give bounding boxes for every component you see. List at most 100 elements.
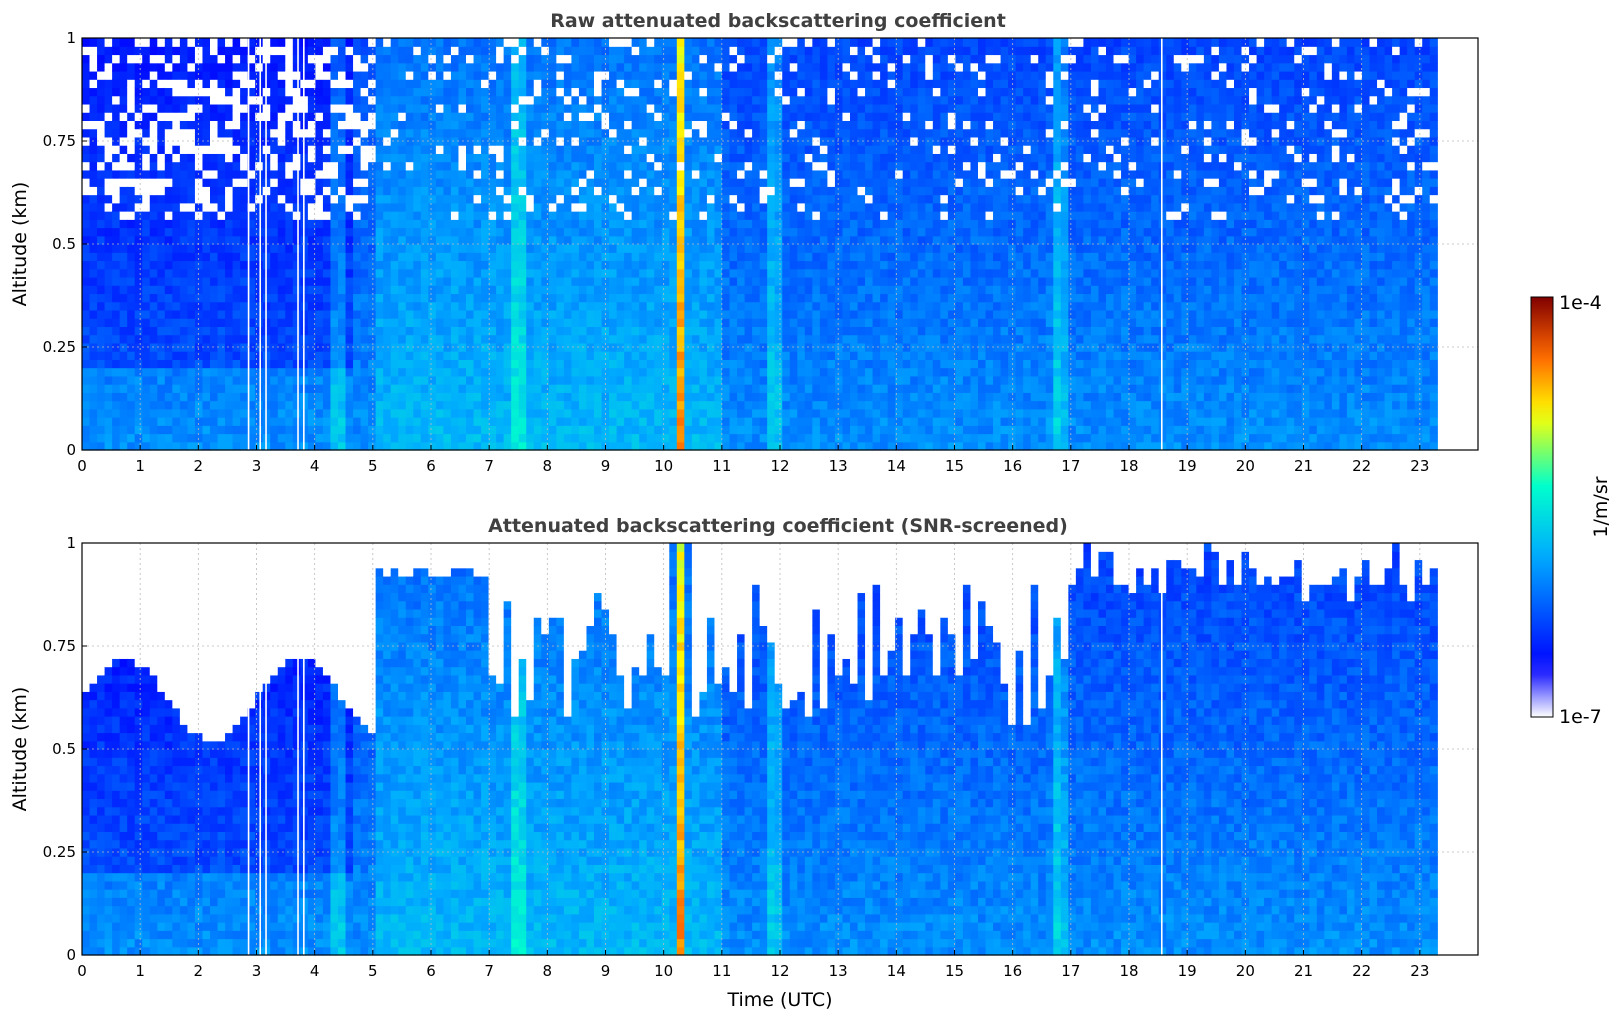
heatmap-cell xyxy=(586,235,595,245)
heatmap-cell xyxy=(194,87,204,97)
heatmap-cell xyxy=(594,79,603,89)
heatmap-cell xyxy=(624,293,633,303)
heatmap-cell xyxy=(255,136,264,146)
heatmap-cell xyxy=(232,128,241,138)
heatmap-cell xyxy=(691,318,701,327)
heatmap-cell xyxy=(804,70,813,80)
heatmap-cell xyxy=(812,128,821,138)
heatmap-cell xyxy=(721,169,731,179)
heatmap-cell xyxy=(797,128,806,138)
heatmap-cell xyxy=(330,375,339,385)
heatmap-cell xyxy=(737,252,746,262)
heatmap-cell xyxy=(428,169,437,179)
heatmap-cell xyxy=(578,186,588,196)
heatmap-cell xyxy=(187,408,196,418)
heatmap-cell xyxy=(127,70,136,80)
heatmap-cell xyxy=(631,112,640,121)
heatmap-cell xyxy=(420,260,429,270)
heatmap-cell xyxy=(240,62,249,72)
heatmap-cell xyxy=(631,285,640,295)
heatmap-cell xyxy=(518,219,527,229)
heatmap-cell xyxy=(270,293,279,303)
heatmap-cell xyxy=(255,235,264,245)
heatmap-cell xyxy=(631,145,640,154)
heatmap-cell xyxy=(721,46,731,56)
heatmap-cell xyxy=(353,112,362,121)
heatmap-cell xyxy=(669,227,678,237)
heatmap-cell xyxy=(511,318,520,327)
heatmap-cell xyxy=(594,128,603,138)
heatmap-cell xyxy=(420,375,429,385)
heatmap-cell xyxy=(435,441,445,451)
heatmap-cell xyxy=(684,301,693,311)
heatmap-cell xyxy=(194,194,204,204)
heatmap-cell xyxy=(330,334,339,344)
heatmap-cell xyxy=(164,351,173,360)
heatmap-cell xyxy=(164,79,173,89)
heatmap-cell xyxy=(285,62,294,72)
heatmap-cell xyxy=(563,301,573,311)
heatmap-cell xyxy=(97,112,106,121)
heatmap-cell xyxy=(684,46,693,56)
heatmap-cell xyxy=(353,219,362,229)
heatmap-cell xyxy=(322,145,332,154)
heatmap-cell xyxy=(571,38,580,47)
heatmap-cell xyxy=(247,103,256,113)
heatmap-cell xyxy=(518,153,527,163)
heatmap-cell xyxy=(556,318,565,327)
heatmap-cell xyxy=(661,268,670,278)
heatmap-cell xyxy=(82,301,91,311)
heatmap-cell xyxy=(737,103,746,113)
heatmap-cell xyxy=(819,400,829,410)
heatmap-cell xyxy=(729,359,738,369)
heatmap-cell xyxy=(511,46,520,56)
heatmap-cell xyxy=(360,227,369,237)
heatmap-cell xyxy=(473,392,482,402)
heatmap-cell xyxy=(609,202,618,212)
heatmap-cell xyxy=(827,293,836,303)
heatmap-cell xyxy=(157,441,166,451)
heatmap-cell xyxy=(82,309,91,319)
heatmap-cell xyxy=(149,62,158,72)
heatmap-cell xyxy=(149,433,158,443)
heatmap-cell xyxy=(225,309,234,319)
heatmap-cell xyxy=(639,120,648,130)
heatmap-cell xyxy=(134,169,143,179)
heatmap-cell xyxy=(624,268,633,278)
heatmap-cell xyxy=(639,309,648,319)
heatmap-cell xyxy=(134,153,143,163)
heatmap-cell xyxy=(202,326,211,336)
heatmap-cell xyxy=(240,136,249,146)
heatmap-cell xyxy=(240,375,249,385)
heatmap-cell xyxy=(669,433,678,443)
heatmap-cell xyxy=(496,244,505,253)
heatmap-cell xyxy=(774,103,783,113)
heatmap-cell xyxy=(511,285,520,295)
heatmap-cell xyxy=(157,326,166,336)
heatmap-cell xyxy=(112,178,121,187)
heatmap-cell xyxy=(706,211,716,220)
heatmap-cell xyxy=(172,400,181,410)
heatmap-cell xyxy=(571,235,580,245)
heatmap-cell xyxy=(157,392,166,402)
heatmap-cell xyxy=(164,87,173,97)
heatmap-cell xyxy=(247,276,256,286)
heatmap-cell xyxy=(330,128,339,138)
heatmap-cell xyxy=(307,400,317,410)
heatmap-cell xyxy=(556,425,565,435)
heatmap-cell xyxy=(194,334,204,344)
heatmap-cell xyxy=(210,62,219,72)
heatmap-cell xyxy=(526,408,535,418)
heatmap-cell xyxy=(285,441,294,451)
heatmap-cell xyxy=(684,120,693,130)
heatmap-cell xyxy=(789,202,798,212)
heatmap-cell xyxy=(134,425,143,435)
heatmap-cell xyxy=(661,54,670,64)
heatmap-cell xyxy=(533,276,542,286)
heatmap-cell xyxy=(443,145,452,154)
heatmap-cell xyxy=(164,375,173,385)
heatmap-cell xyxy=(119,400,128,410)
heatmap-cell xyxy=(526,95,535,105)
heatmap-cell xyxy=(759,425,768,435)
heatmap-cell xyxy=(104,276,113,286)
